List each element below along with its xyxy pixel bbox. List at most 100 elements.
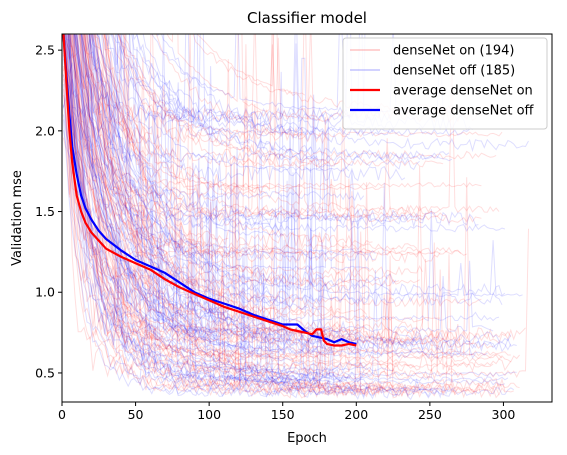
run-line [90, 34, 323, 310]
run-line [79, 34, 462, 255]
run-line [63, 34, 520, 394]
run-line [64, 34, 520, 364]
x-axis-label: Epoch [287, 431, 327, 446]
run-line [63, 87, 450, 401]
run-line [88, 34, 441, 265]
legend-box [342, 37, 548, 130]
run-line [63, 58, 456, 392]
run-line [84, 34, 355, 391]
run-line [63, 75, 512, 347]
run-line [80, 34, 523, 297]
legend-label: average denseNet on [393, 84, 533, 99]
run-line [83, 34, 350, 216]
run-line [196, 34, 306, 96]
run-line [80, 34, 214, 293]
series-line [62, 34, 357, 345]
run-line [90, 34, 303, 197]
run-line [69, 34, 262, 379]
run-line [74, 34, 365, 202]
run-line [80, 34, 366, 124]
legend-label: denseNet off (185) [393, 64, 515, 79]
x-tick-label: 0 [58, 407, 66, 422]
run-line [67, 34, 512, 354]
average-lines [62, 34, 357, 347]
run-line [73, 34, 270, 339]
run-line [86, 34, 341, 169]
run-line [78, 34, 162, 271]
run-line [111, 34, 202, 138]
run-line [64, 34, 512, 378]
run-line [70, 34, 417, 251]
run-line [75, 34, 258, 316]
run-line [117, 34, 497, 160]
run-line [88, 34, 282, 348]
run-line [79, 34, 332, 249]
legend-label: average denseNet off [393, 104, 535, 119]
y-tick-label: 2.0 [35, 123, 55, 138]
run-line [85, 34, 517, 353]
run-line [68, 34, 500, 322]
run-line [72, 34, 367, 375]
y-axis-label: Validation mse [10, 170, 25, 266]
run-line [63, 34, 361, 333]
run-line [65, 34, 170, 377]
run-line [118, 34, 288, 137]
run-line [81, 34, 512, 344]
run-line [132, 34, 420, 171]
run-line [64, 34, 476, 360]
run-line [69, 34, 462, 355]
run-line [65, 34, 488, 356]
run-line [63, 34, 494, 333]
y-tick-label: 2.5 [35, 43, 55, 58]
run-line [96, 34, 179, 168]
run-line [63, 137, 420, 399]
x-tick-label: 300 [492, 407, 516, 422]
run-line [74, 34, 447, 218]
run-line [72, 34, 185, 282]
run-line [68, 34, 414, 343]
run-line [63, 38, 423, 276]
y-tick-label: 0.5 [35, 365, 55, 380]
chart-title: Classifier model [247, 9, 367, 27]
run-line [71, 34, 450, 344]
run-line [73, 34, 426, 223]
run-line [166, 34, 329, 122]
x-axis: 0 50 100 150 200 250 300 [58, 402, 515, 422]
run-line [76, 34, 394, 372]
run-line [90, 34, 511, 357]
run-line [73, 34, 503, 360]
run-line [67, 34, 370, 306]
run-line [155, 34, 329, 145]
run-line [103, 34, 259, 280]
run-line [68, 34, 132, 274]
y-axis: 0.5 1.0 1.5 2.0 2.5 [35, 43, 62, 380]
run-line [74, 34, 250, 324]
individual-runs [63, 34, 529, 401]
run-line [82, 34, 273, 358]
run-line [142, 34, 223, 146]
run-line [135, 34, 394, 137]
run-line [101, 34, 482, 224]
run-line [98, 34, 132, 162]
run-line [63, 84, 382, 384]
x-tick-label: 50 [128, 407, 144, 422]
run-line [63, 40, 332, 346]
run-line [94, 34, 350, 295]
run-line [68, 34, 400, 285]
run-line [63, 46, 185, 327]
run-line [93, 34, 385, 191]
run-line [63, 96, 421, 351]
run-line [91, 34, 479, 229]
run-line [69, 34, 341, 316]
run-line [71, 34, 267, 198]
run-line [63, 36, 182, 293]
run-line [70, 34, 403, 397]
run-line [112, 34, 326, 168]
run-line [103, 34, 150, 197]
run-line [63, 130, 300, 393]
x-tick-label: 150 [271, 407, 295, 422]
run-line [156, 34, 529, 153]
run-line [84, 34, 394, 395]
run-line [105, 34, 185, 171]
x-tick-label: 250 [418, 407, 442, 422]
